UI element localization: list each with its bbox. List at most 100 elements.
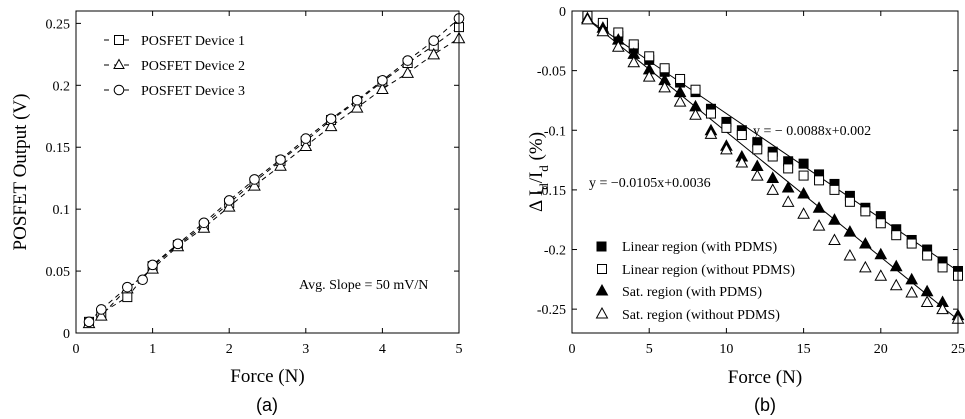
data-point: [689, 108, 702, 120]
x-tick-label: 1: [149, 342, 156, 357]
data-point: [936, 302, 949, 315]
data-point: [299, 139, 313, 151]
data-point: [642, 70, 656, 82]
data-point: [766, 171, 780, 183]
x-tick-label: 0: [73, 342, 80, 357]
data-point: [781, 195, 795, 207]
x-tick-label: 10: [719, 342, 733, 357]
y-tick-label: 0: [559, 5, 566, 20]
data-point: [675, 73, 686, 84]
data-point: [94, 309, 108, 321]
data-point: [627, 55, 641, 68]
chart-panel-b: 0 5 10 15 20 25 0 -0.05 -0.1 -0.15 -0.2 -0.25 y = −…: [526, 5, 965, 415]
data-point: [249, 174, 260, 185]
data-point: [767, 151, 778, 162]
data-point: [860, 206, 871, 217]
data-point: [324, 119, 338, 132]
data-point: [752, 144, 763, 155]
chart-a-ylabel: POSFET Output (V): [10, 94, 31, 251]
data-point: [797, 186, 810, 199]
panel-label-b: (b): [754, 395, 776, 415]
data-point: [95, 304, 107, 315]
data-point: [922, 250, 933, 261]
data-point: [581, 12, 594, 25]
chart-a-plot-frame: [75, 10, 460, 334]
chart-b-axes: 0 5 10 15 20 25 0 -0.05 -0.1 -0.15 -0.2 -0.25: [537, 5, 965, 357]
data-point: [673, 95, 687, 107]
x-tick-label: 5: [456, 342, 463, 357]
data-point: [937, 262, 948, 273]
data-point: [172, 238, 184, 250]
data-point: [137, 274, 148, 286]
data-point: [690, 84, 701, 95]
data-point: [122, 281, 133, 293]
chart-b-ylabel-sub1: d: [536, 183, 551, 190]
data-point: [798, 158, 809, 169]
data-point: [704, 127, 718, 139]
data-point: [828, 213, 841, 225]
series-line: [88, 37, 460, 324]
data-point: [147, 259, 158, 271]
legend-label-linear-without: Linear region (without PDMS): [622, 263, 795, 278]
data-point: [83, 316, 95, 328]
x-tick-label: 15: [797, 342, 811, 357]
y-tick-label: 0.15: [46, 141, 71, 156]
fit-line: [585, 17, 959, 272]
chart-b-marks: [581, 10, 965, 324]
x-tick-label: 2: [226, 342, 233, 357]
data-point: [427, 47, 441, 60]
data-point: [596, 24, 610, 37]
data-point: [766, 183, 780, 195]
chart-a-marks: [82, 13, 466, 329]
legend-label-device-1: POSFET Device 1: [141, 34, 245, 49]
y-tick-label: -0.2: [544, 244, 566, 259]
chart-b-plot-frame: [571, 10, 959, 334]
x-tick-label: 3: [302, 342, 309, 357]
chart-b-ylabel: Δ Id/Id (%): [526, 132, 551, 212]
data-point: [377, 75, 388, 86]
data-point: [720, 142, 733, 155]
chart-a-axes: 0 1 2 3 4 5 0 0.05 0.1 0.15 0.2 0.25: [46, 11, 463, 357]
data-point: [812, 219, 826, 231]
data-point: [781, 180, 795, 193]
y-tick-label: -0.15: [537, 184, 566, 199]
data-point: [401, 66, 415, 78]
data-point: [223, 195, 235, 206]
chart-a-legend: POSFET Device 1 POSFET Device 2 POSFET D…: [104, 34, 245, 99]
legend-label-linear-with: Linear region (with PDMS): [622, 240, 777, 255]
data-point: [814, 175, 825, 186]
data-point: [906, 238, 917, 249]
chart-b-legend: Linear region (with PDMS) Linear region …: [595, 240, 795, 323]
data-point: [351, 94, 363, 106]
data-point: [829, 184, 840, 195]
legend-item-device-2: POSFET Device 2: [104, 58, 245, 74]
chart-b-ylabel-slash: /I: [526, 172, 547, 184]
data-point: [783, 163, 794, 174]
data-point: [705, 108, 716, 119]
legend-item-device-1: POSFET Device 1: [104, 34, 245, 49]
data-point: [875, 218, 886, 229]
legend-item-linear-without: Linear region (without PDMS): [597, 263, 795, 278]
y-tick-label: -0.25: [537, 303, 566, 318]
panel-label-a: (a): [256, 395, 278, 415]
data-point: [920, 295, 934, 307]
data-point: [797, 207, 810, 219]
x-tick-label: 0: [569, 342, 576, 357]
y-tick-label: 0.1: [53, 203, 71, 218]
chart-b-ylabel-sub2: d: [536, 165, 551, 172]
data-point: [750, 159, 764, 172]
data-point: [376, 82, 389, 95]
data-point: [325, 113, 337, 125]
y-tick-label: 0.05: [46, 265, 71, 280]
data-point: [843, 248, 857, 261]
data-point: [300, 133, 312, 144]
data-point: [428, 35, 440, 47]
data-point: [274, 159, 287, 171]
chart-b-xlabel: Force (N): [728, 367, 802, 388]
data-point: [874, 247, 888, 260]
data-point: [659, 63, 670, 74]
data-point: [828, 233, 841, 245]
legend-item-device-3: POSFET Device 3: [104, 84, 245, 99]
x-tick-label: 5: [646, 342, 653, 357]
